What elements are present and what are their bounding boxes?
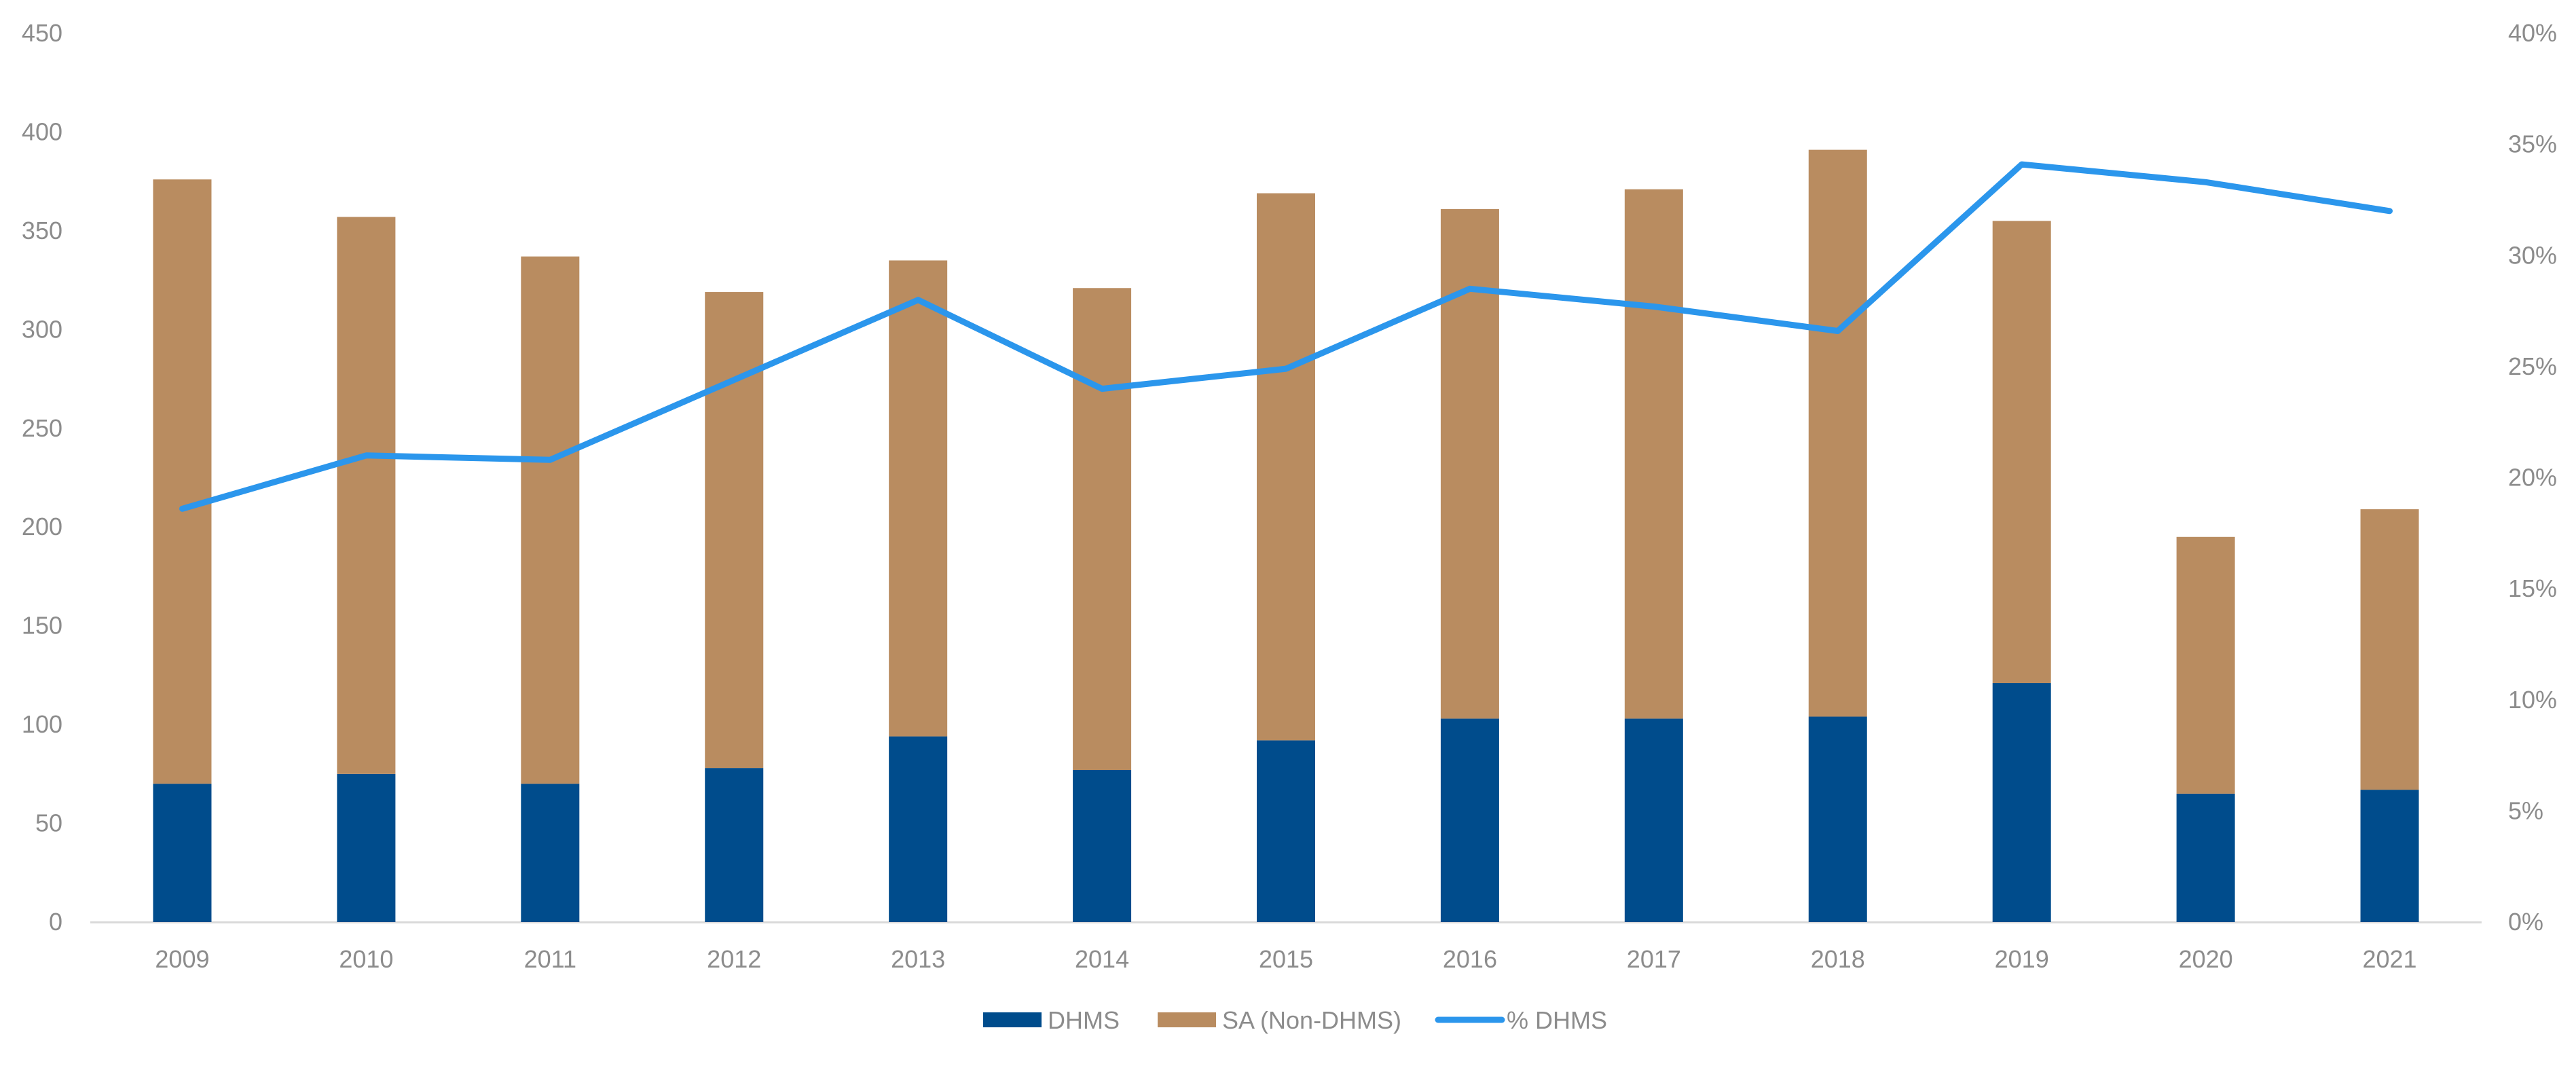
bar-dhms-2016 [1440, 718, 1499, 922]
y-right-tick-label: 10% [2508, 686, 2557, 714]
y-right-tick-label: 25% [2508, 352, 2557, 380]
y-left-tick-label: 400 [22, 117, 62, 145]
y-left-tick-label: 450 [22, 19, 62, 47]
y-right-tick-label: 35% [2508, 130, 2557, 158]
y-right-tick-label: 0% [2508, 908, 2543, 936]
bar-sa-non-dhms-2017 [1624, 189, 1683, 719]
bar-dhms-2013 [889, 736, 948, 922]
bar-sa-non-dhms-2012 [705, 292, 764, 769]
legend-swatch-sa-non-dhms [1158, 1012, 1216, 1027]
line-point-2009 [181, 508, 183, 510]
line-point-2018 [1837, 330, 1839, 332]
line-point-2017 [1653, 306, 1655, 308]
y-left-tick-label: 100 [22, 710, 62, 738]
bar-sa-non-dhms-2015 [1257, 193, 1315, 741]
bar-sa-non-dhms-2019 [1992, 221, 2051, 684]
bar-dhms-2014 [1073, 770, 1132, 922]
bar-sa-non-dhms-2014 [1073, 288, 1132, 771]
x-tick-label: 2021 [2362, 945, 2416, 973]
line-point-2013 [917, 299, 919, 301]
y-right-tick-label: 5% [2508, 796, 2543, 824]
bar-dhms-2009 [153, 784, 212, 922]
bar-dhms-2015 [1257, 740, 1315, 922]
bar-dhms-2017 [1624, 718, 1683, 922]
bar-sa-non-dhms-2009 [153, 179, 212, 784]
y-right-tick-label: 30% [2508, 241, 2557, 269]
y-right-tick-label: 15% [2508, 574, 2557, 602]
line-point-2011 [549, 459, 551, 461]
bar-dhms-2021 [2360, 790, 2419, 922]
y-left-tick-label: 350 [22, 217, 62, 244]
x-tick-label: 2009 [155, 945, 209, 973]
bar-sa-non-dhms-2010 [337, 217, 396, 774]
bar-sa-non-dhms-2021 [2360, 509, 2419, 790]
bar-sa-non-dhms-2018 [1808, 149, 1867, 717]
legend-label-sa-non-dhms: SA (Non-DHMS) [1222, 1006, 1401, 1034]
y-right-tick-label: 40% [2508, 19, 2557, 47]
bar-dhms-2012 [705, 768, 764, 922]
x-tick-label: 2014 [1075, 945, 1129, 973]
x-tick-label: 2012 [707, 945, 761, 973]
bar-sa-non-dhms-2020 [2176, 536, 2235, 794]
line-point-2016 [1469, 288, 1471, 290]
bar-dhms-2019 [1992, 683, 2051, 922]
y-right-tick-label: 20% [2508, 464, 2557, 492]
line-point-2021 [2389, 210, 2391, 212]
bar-dhms-2018 [1808, 716, 1867, 922]
bar-sa-non-dhms-2016 [1440, 208, 1499, 719]
y-left-tick-label: 250 [22, 414, 62, 442]
x-tick-label: 2013 [891, 945, 945, 973]
bar-sa-non-dhms-2013 [889, 260, 948, 737]
line-point-2019 [2021, 164, 2023, 166]
y-left-tick-label: 150 [22, 612, 62, 640]
y-left-tick-label: 200 [22, 513, 62, 540]
x-tick-label: 2010 [339, 945, 393, 973]
x-tick-label: 2017 [1627, 945, 1681, 973]
x-tick-label: 2016 [1443, 945, 1497, 973]
legend: DHMS SA (Non-DHMS) % DHMS [983, 1006, 1607, 1034]
x-tick-label: 2015 [1259, 945, 1313, 973]
line-point-2020 [2205, 181, 2207, 183]
bar-sa-non-dhms-2011 [521, 256, 580, 784]
bar-dhms-2020 [2176, 793, 2235, 922]
bar-dhms-2011 [521, 784, 580, 922]
y-left-tick-label: 0 [49, 908, 62, 936]
line-point-2012 [733, 379, 735, 381]
y-left-tick-label: 300 [22, 315, 62, 343]
y-left-tick-label: 50 [35, 809, 62, 837]
line-point-2010 [365, 454, 367, 456]
legend-label-dhms: % DHMS [1507, 1006, 1607, 1034]
x-tick-label: 2011 [524, 945, 576, 973]
legend-swatch-dhms [983, 1012, 1042, 1027]
line-point-2015 [1285, 368, 1287, 370]
bars-group [153, 149, 2419, 922]
line-point-2014 [1101, 388, 1103, 390]
line-group [179, 161, 2393, 512]
x-tick-label: 2019 [1995, 945, 2049, 973]
legend-label-dhms: DHMS [1048, 1006, 1120, 1034]
ticks-group: 0 50 100 150 200 250 300 350 400 450 0% 5% 10% 15% 20%… [22, 19, 2557, 973]
bar-dhms-2010 [337, 773, 396, 922]
x-tick-label: 2020 [2179, 945, 2233, 973]
x-tick-label: 2018 [1811, 945, 1865, 973]
